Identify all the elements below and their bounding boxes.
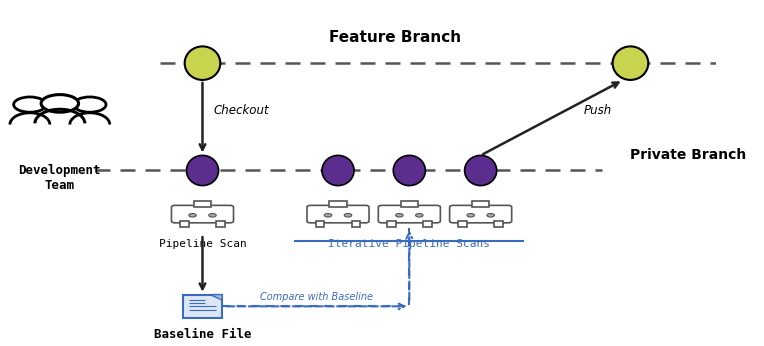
Text: Iterative Pipeline Scans: Iterative Pipeline Scans xyxy=(329,239,490,249)
Ellipse shape xyxy=(613,46,649,80)
Bar xyxy=(423,220,432,227)
Bar xyxy=(180,220,189,227)
FancyBboxPatch shape xyxy=(378,206,440,223)
Text: Compare with Baseline: Compare with Baseline xyxy=(260,292,373,302)
Polygon shape xyxy=(210,294,222,300)
Circle shape xyxy=(324,213,332,217)
Circle shape xyxy=(345,213,351,217)
Ellipse shape xyxy=(322,155,354,185)
FancyBboxPatch shape xyxy=(183,294,222,318)
Text: Checkout: Checkout xyxy=(213,103,269,117)
Text: Development
Team: Development Team xyxy=(18,164,101,192)
Bar xyxy=(216,220,225,227)
Circle shape xyxy=(467,213,474,217)
Bar xyxy=(194,201,211,207)
Bar xyxy=(387,220,396,227)
Ellipse shape xyxy=(185,46,220,80)
Bar xyxy=(400,201,418,207)
Circle shape xyxy=(41,94,79,112)
Text: Baseline File: Baseline File xyxy=(154,328,251,341)
Bar xyxy=(316,220,324,227)
Bar xyxy=(494,220,503,227)
Bar xyxy=(351,220,361,227)
Circle shape xyxy=(396,213,403,217)
Ellipse shape xyxy=(465,155,497,185)
Text: Private Branch: Private Branch xyxy=(630,148,746,162)
Bar xyxy=(329,201,347,207)
Ellipse shape xyxy=(186,155,219,185)
Text: Push: Push xyxy=(584,104,612,117)
Circle shape xyxy=(416,213,423,217)
Circle shape xyxy=(487,213,494,217)
FancyBboxPatch shape xyxy=(171,206,234,223)
Text: Feature Branch: Feature Branch xyxy=(329,30,461,45)
FancyBboxPatch shape xyxy=(450,206,512,223)
Bar xyxy=(472,201,490,207)
Circle shape xyxy=(189,213,196,217)
Circle shape xyxy=(209,213,216,217)
Ellipse shape xyxy=(393,155,426,185)
Text: Pipeline Scan: Pipeline Scan xyxy=(159,239,246,249)
FancyBboxPatch shape xyxy=(307,206,369,223)
Bar xyxy=(458,220,467,227)
